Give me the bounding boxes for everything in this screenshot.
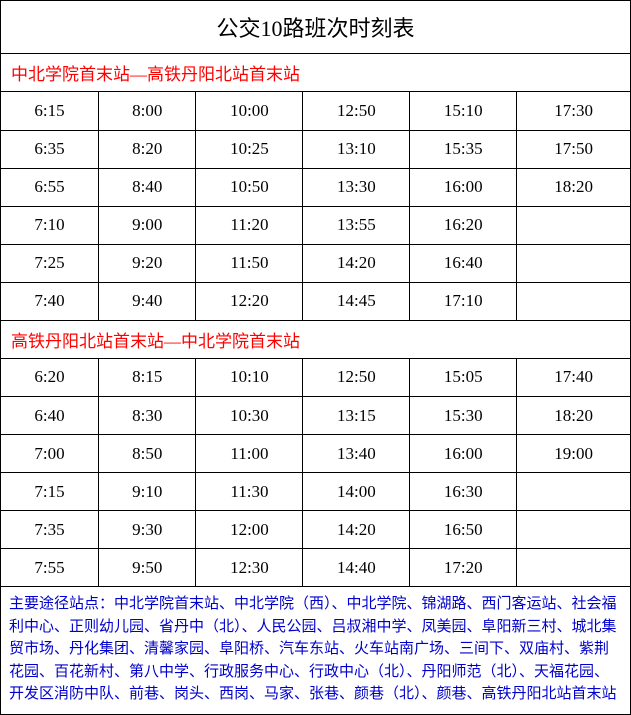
time-cell: 9:20	[98, 244, 195, 282]
time-cell: 17:10	[410, 282, 517, 320]
time-cell: 14:40	[303, 549, 410, 587]
time-cell	[517, 549, 630, 587]
table-row: 6:358:2010:2513:1015:3517:50	[1, 130, 630, 168]
time-cell	[517, 473, 630, 511]
table-row: 7:159:1011:3014:0016:30	[1, 473, 630, 511]
table-row: 7:008:5011:0013:4016:0019:00	[1, 435, 630, 473]
time-cell: 17:20	[410, 549, 517, 587]
time-cell: 13:30	[303, 168, 410, 206]
time-cell: 17:50	[517, 130, 630, 168]
time-cell: 14:45	[303, 282, 410, 320]
time-cell: 13:40	[303, 435, 410, 473]
time-cell: 17:40	[517, 359, 630, 397]
table-row: 6:208:1510:1012:5015:0517:40	[1, 359, 630, 397]
time-cell: 8:15	[98, 359, 195, 397]
schedule-table-2: 6:208:1510:1012:5015:0517:406:408:3010:3…	[1, 359, 630, 588]
time-cell: 14:00	[303, 473, 410, 511]
time-cell: 15:05	[410, 359, 517, 397]
time-cell: 10:25	[196, 130, 303, 168]
time-cell: 10:00	[196, 92, 303, 130]
table-row: 7:259:2011:5014:2016:40	[1, 244, 630, 282]
time-cell	[517, 206, 630, 244]
time-cell: 16:50	[410, 511, 517, 549]
time-cell	[517, 282, 630, 320]
time-cell: 7:10	[1, 206, 98, 244]
time-cell: 9:30	[98, 511, 195, 549]
time-cell: 15:30	[410, 397, 517, 435]
time-cell: 10:30	[196, 397, 303, 435]
table-row: 6:558:4010:5013:3016:0018:20	[1, 168, 630, 206]
time-cell: 8:00	[98, 92, 195, 130]
time-cell: 6:20	[1, 359, 98, 397]
time-cell: 18:20	[517, 168, 630, 206]
time-cell: 10:10	[196, 359, 303, 397]
time-cell: 15:35	[410, 130, 517, 168]
table-row: 7:559:5012:3014:4017:20	[1, 549, 630, 587]
time-cell: 12:00	[196, 511, 303, 549]
time-cell: 6:40	[1, 397, 98, 435]
time-cell: 8:30	[98, 397, 195, 435]
time-cell: 11:30	[196, 473, 303, 511]
time-cell: 7:55	[1, 549, 98, 587]
time-cell: 7:25	[1, 244, 98, 282]
time-cell: 17:30	[517, 92, 630, 130]
time-cell: 9:10	[98, 473, 195, 511]
time-cell: 12:20	[196, 282, 303, 320]
time-cell: 15:10	[410, 92, 517, 130]
time-cell: 8:40	[98, 168, 195, 206]
time-cell: 14:20	[303, 511, 410, 549]
time-cell: 6:55	[1, 168, 98, 206]
schedule-table-1: 6:158:0010:0012:5015:1017:306:358:2010:2…	[1, 92, 630, 321]
time-cell: 18:20	[517, 397, 630, 435]
schedule-container: 公交10路班次时刻表 中北学院首末站—高铁丹阳北站首末站 6:158:0010:…	[0, 0, 631, 715]
time-cell: 16:40	[410, 244, 517, 282]
table-row: 7:109:0011:2013:5516:20	[1, 206, 630, 244]
time-cell: 7:35	[1, 511, 98, 549]
section2-header: 高铁丹阳北站首末站—中北学院首末站	[1, 321, 630, 359]
time-cell: 19:00	[517, 435, 630, 473]
time-cell: 14:20	[303, 244, 410, 282]
time-cell: 16:30	[410, 473, 517, 511]
time-cell: 8:50	[98, 435, 195, 473]
time-cell: 16:20	[410, 206, 517, 244]
time-cell	[517, 511, 630, 549]
time-cell: 11:00	[196, 435, 303, 473]
time-cell: 9:40	[98, 282, 195, 320]
time-cell: 7:15	[1, 473, 98, 511]
time-cell: 13:15	[303, 397, 410, 435]
table-row: 6:158:0010:0012:5015:1017:30	[1, 92, 630, 130]
time-cell: 6:35	[1, 130, 98, 168]
time-cell: 7:40	[1, 282, 98, 320]
time-cell: 16:00	[410, 168, 517, 206]
time-cell: 11:50	[196, 244, 303, 282]
time-cell: 12:50	[303, 359, 410, 397]
time-cell: 13:55	[303, 206, 410, 244]
table-row: 7:409:4012:2014:4517:10	[1, 282, 630, 320]
time-cell: 11:20	[196, 206, 303, 244]
time-cell: 9:50	[98, 549, 195, 587]
time-cell: 10:50	[196, 168, 303, 206]
table-row: 6:408:3010:3013:1515:3018:20	[1, 397, 630, 435]
time-cell: 6:15	[1, 92, 98, 130]
footer-stations: 主要途径站点：中北学院首末站、中北学院（西）、中北学院、锦湖路、西门客运站、社会…	[1, 587, 630, 714]
table-row: 7:359:3012:0014:2016:50	[1, 511, 630, 549]
time-cell: 12:50	[303, 92, 410, 130]
time-cell: 13:10	[303, 130, 410, 168]
page-title: 公交10路班次时刻表	[1, 1, 630, 54]
time-cell	[517, 244, 630, 282]
section1-header: 中北学院首末站—高铁丹阳北站首末站	[1, 54, 630, 92]
time-cell: 7:00	[1, 435, 98, 473]
time-cell: 8:20	[98, 130, 195, 168]
time-cell: 9:00	[98, 206, 195, 244]
time-cell: 12:30	[196, 549, 303, 587]
time-cell: 16:00	[410, 435, 517, 473]
